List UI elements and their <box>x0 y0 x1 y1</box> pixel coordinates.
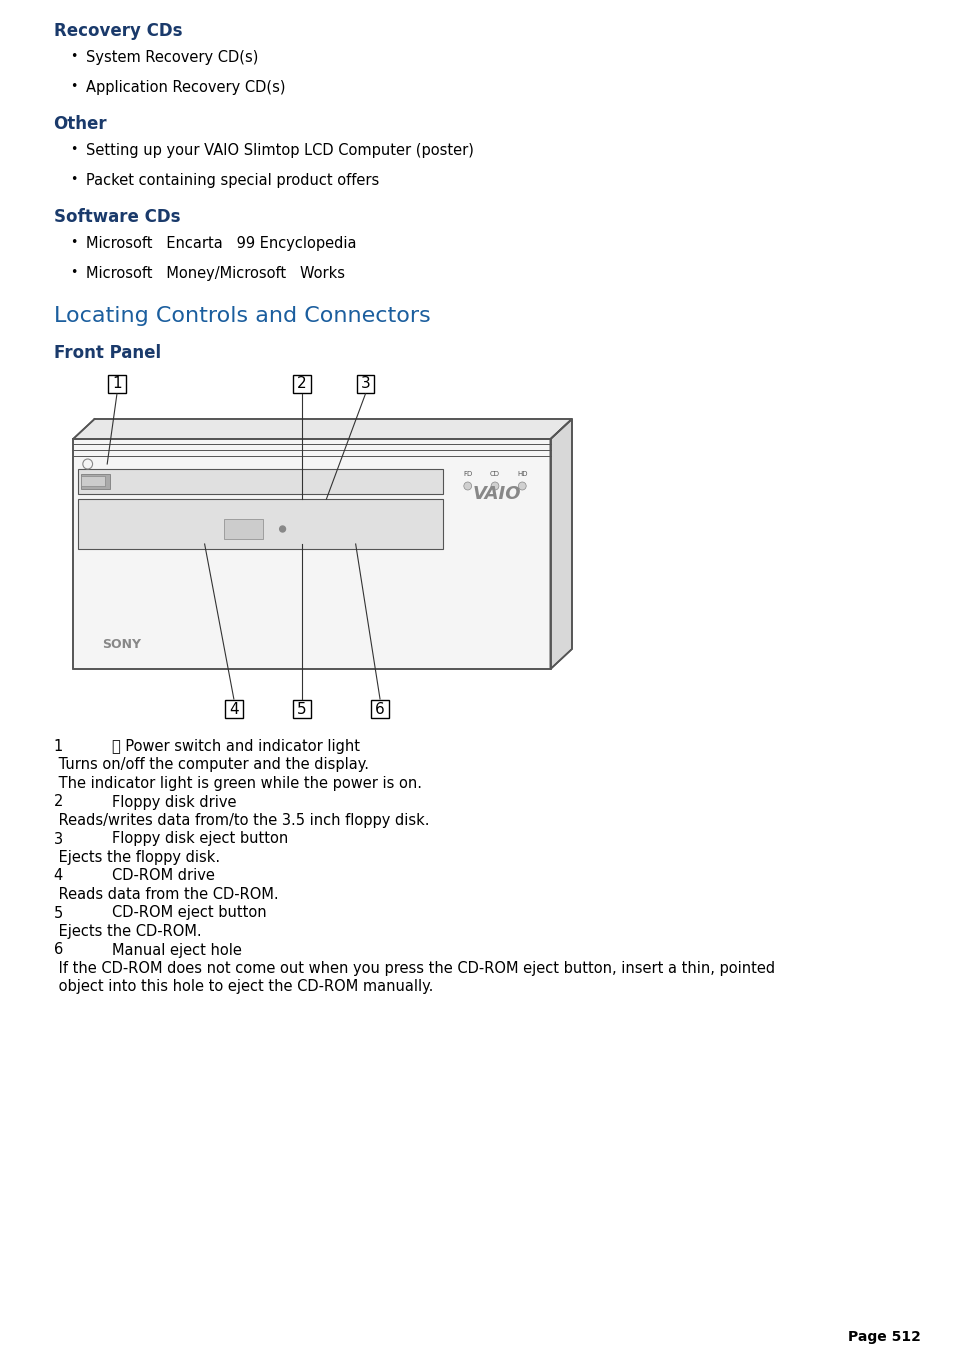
Text: •: • <box>71 236 77 249</box>
Bar <box>81 476 105 486</box>
Text: Packet containing special product offers: Packet containing special product offers <box>86 173 378 188</box>
Text: Application Recovery CD(s): Application Recovery CD(s) <box>86 80 285 95</box>
Text: 6: 6 <box>375 701 384 716</box>
Text: Microsoft   Money/Microsoft   Works: Microsoft Money/Microsoft Works <box>86 266 344 281</box>
Text: Ejects the CD-ROM.: Ejects the CD-ROM. <box>53 924 201 939</box>
Circle shape <box>279 526 285 532</box>
Text: 5: 5 <box>297 701 307 716</box>
Bar <box>78 469 443 494</box>
Polygon shape <box>73 419 572 439</box>
Text: •: • <box>71 50 77 63</box>
Text: Turns on/off the computer and the display.: Turns on/off the computer and the displa… <box>53 758 368 773</box>
Text: 1: 1 <box>53 739 63 754</box>
Text: Reads/writes data from/to the 3.5 inch floppy disk.: Reads/writes data from/to the 3.5 inch f… <box>53 813 429 828</box>
Text: 4: 4 <box>229 701 238 716</box>
Text: CD-ROM eject button: CD-ROM eject button <box>112 905 267 920</box>
Text: 3: 3 <box>53 831 63 847</box>
Bar <box>293 700 311 717</box>
Text: Other: Other <box>53 115 107 132</box>
Text: FD: FD <box>462 471 472 477</box>
Text: •: • <box>71 173 77 186</box>
Text: 5: 5 <box>53 905 63 920</box>
Circle shape <box>491 482 498 490</box>
Bar <box>81 474 110 489</box>
Text: Locating Controls and Connectors: Locating Controls and Connectors <box>53 305 430 326</box>
Text: Floppy disk drive: Floppy disk drive <box>112 794 236 809</box>
Text: 2: 2 <box>297 377 307 392</box>
Text: •: • <box>71 143 77 155</box>
Polygon shape <box>550 419 572 669</box>
Text: •: • <box>71 80 77 93</box>
Text: HD: HD <box>517 471 527 477</box>
Text: The indicator light is green while the power is on.: The indicator light is green while the p… <box>53 775 421 790</box>
Circle shape <box>463 482 471 490</box>
Bar <box>108 376 126 393</box>
Text: 1: 1 <box>112 377 122 392</box>
Bar <box>224 519 263 539</box>
Text: Microsoft   Encarta   99 Encyclopedia: Microsoft Encarta 99 Encyclopedia <box>86 236 355 251</box>
Text: 4: 4 <box>53 869 63 884</box>
Bar <box>371 700 389 717</box>
Text: System Recovery CD(s): System Recovery CD(s) <box>86 50 258 65</box>
Text: object into this hole to eject the CD-ROM manually.: object into this hole to eject the CD-RO… <box>53 979 433 994</box>
Bar <box>293 376 311 393</box>
Text: •: • <box>71 266 77 280</box>
Text: If the CD-ROM does not come out when you press the CD-ROM eject button, insert a: If the CD-ROM does not come out when you… <box>53 961 774 975</box>
Text: Software CDs: Software CDs <box>53 208 180 226</box>
Bar <box>78 499 443 549</box>
Text: Reads data from the CD-ROM.: Reads data from the CD-ROM. <box>53 888 278 902</box>
Text: Setting up your VAIO Slimtop LCD Computer (poster): Setting up your VAIO Slimtop LCD Compute… <box>86 143 473 158</box>
Circle shape <box>517 482 526 490</box>
Text: ⭘ Power switch and indicator light: ⭘ Power switch and indicator light <box>112 739 359 754</box>
Text: VAIO: VAIO <box>472 485 520 503</box>
Text: SONY: SONY <box>102 638 141 650</box>
Text: CD-ROM drive: CD-ROM drive <box>112 869 214 884</box>
Polygon shape <box>73 439 550 669</box>
Text: 2: 2 <box>53 794 63 809</box>
Text: Page 512: Page 512 <box>847 1329 920 1344</box>
Bar <box>356 376 374 393</box>
Text: Manual eject hole: Manual eject hole <box>112 943 242 958</box>
Text: Front Panel: Front Panel <box>53 345 160 362</box>
Text: Floppy disk eject button: Floppy disk eject button <box>112 831 288 847</box>
Text: 6: 6 <box>53 943 63 958</box>
Bar <box>225 700 242 717</box>
Text: Ejects the floppy disk.: Ejects the floppy disk. <box>53 850 219 865</box>
Text: CD: CD <box>490 471 499 477</box>
Text: Recovery CDs: Recovery CDs <box>53 22 182 41</box>
Text: 3: 3 <box>360 377 370 392</box>
